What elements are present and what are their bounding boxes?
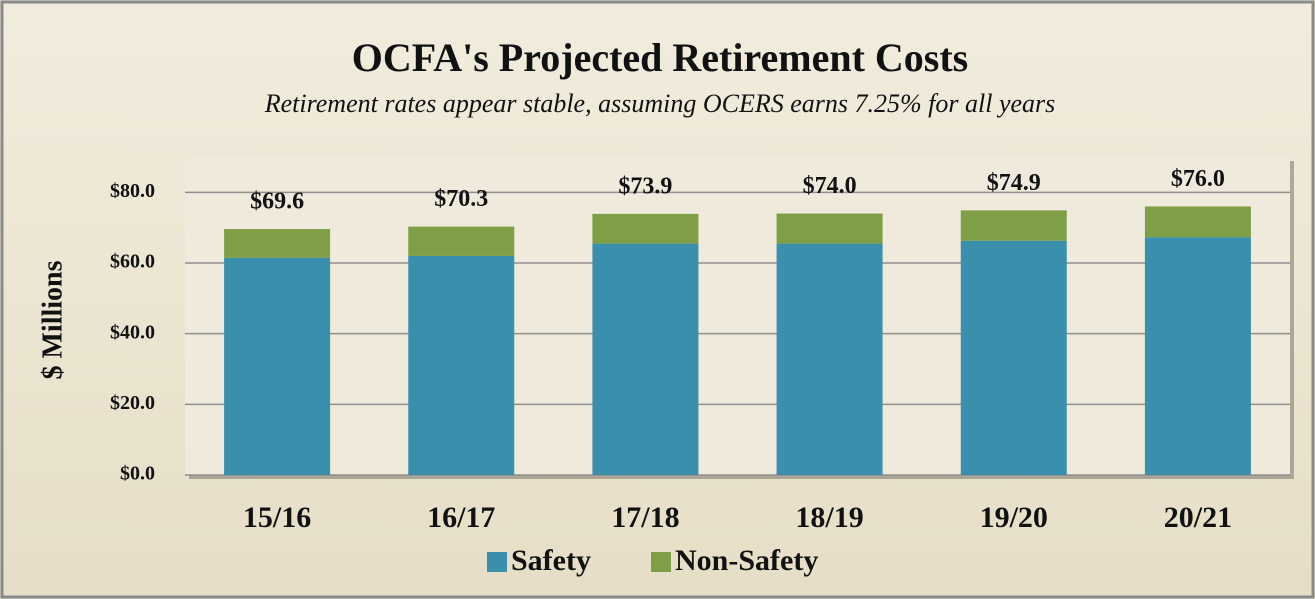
chart-subtitle: Retirement rates appear stable, assuming… (264, 89, 1056, 118)
bar-segment (224, 229, 331, 258)
total-label: $70.3 (434, 186, 488, 212)
x-tick-label: 15/16 (243, 501, 311, 534)
y-axis-label: $ Millions (37, 260, 68, 379)
y-tick-label: $0.0 (120, 463, 155, 485)
chart-title: OCFA's Projected Retirement Costs (352, 35, 968, 80)
legend-swatch (651, 552, 671, 572)
x-tick-label: 16/17 (427, 501, 495, 534)
legend-label: Non-Safety (675, 544, 818, 577)
bar-segment (1144, 237, 1251, 475)
x-tick-label: 18/19 (795, 501, 863, 534)
x-tick-label: 19/20 (980, 501, 1048, 534)
y-tick-label: $80.0 (110, 180, 155, 202)
x-tick-label: 17/18 (611, 501, 679, 534)
bar-segment (408, 255, 515, 475)
bar-segment (960, 240, 1067, 475)
bar-segment (776, 243, 883, 475)
total-label: $73.9 (618, 173, 672, 199)
bar-segment (592, 243, 699, 475)
legend-label: Safety (511, 544, 591, 577)
x-tick-label: 20/21 (1164, 501, 1232, 534)
total-label: $69.6 (250, 189, 304, 215)
plot-area (185, 157, 1290, 475)
bar-segment (960, 210, 1067, 241)
total-label: $74.9 (987, 170, 1041, 196)
legend-swatch (487, 552, 507, 572)
y-tick-label: $40.0 (110, 321, 155, 343)
y-tick-label: $20.0 (110, 392, 155, 414)
bar-segment (776, 213, 883, 244)
total-label: $74.0 (803, 173, 857, 199)
bar-segment (592, 213, 699, 244)
bar-segment (224, 257, 331, 475)
bar-segment (408, 226, 515, 256)
y-tick-label: $60.0 (110, 251, 155, 273)
bar-segment (1144, 206, 1251, 238)
total-label: $76.0 (1171, 166, 1225, 192)
